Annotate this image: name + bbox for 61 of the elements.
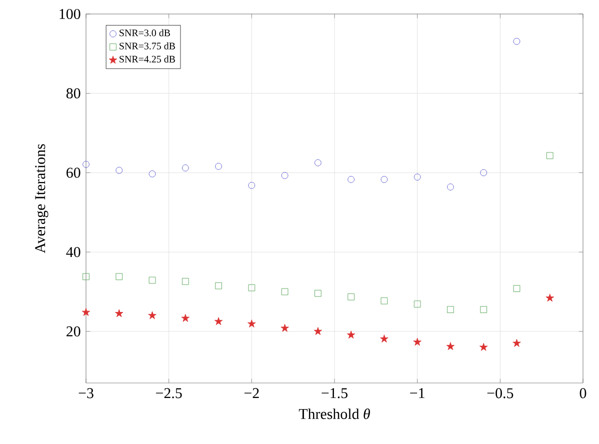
legend-label: SNR=3.75 dB [120,42,176,50]
x-axis-title: Threshold θ [298,408,370,420]
point [479,342,488,351]
point [413,338,422,346]
y-tick-label: 20 [66,326,80,336]
x-tick-label: −1.5 [322,388,348,398]
x-tick-label: −0.5 [487,388,514,398]
point [82,308,90,316]
point [513,38,520,45]
point [281,288,288,296]
point [214,317,223,326]
point [480,169,487,176]
point [314,159,322,166]
point [512,338,521,347]
point [248,182,256,189]
point [314,290,322,297]
x-tick-label: −2.5 [156,388,182,398]
point [115,309,124,318]
point [148,276,156,284]
x-tick-label: −3 [78,388,94,398]
point [215,162,222,170]
point [447,306,454,313]
point [116,166,123,174]
point [513,285,520,292]
point [248,284,256,292]
point [148,311,156,320]
point [182,278,189,285]
point [348,294,354,300]
point [281,172,288,179]
point [215,282,222,290]
point [82,160,90,168]
y-tick-label: 100 [60,8,80,20]
point [480,306,487,313]
point [82,273,90,280]
point [148,170,156,178]
legend-label: SNR=3.0 dB [120,29,170,36]
point [181,314,190,322]
point [348,176,354,183]
point [446,342,455,350]
y-tick-label: 80 [66,88,80,98]
x-tick-label: −2 [244,388,259,398]
point [314,327,322,335]
legend-label: SNR=4.25 dB [120,56,176,63]
point [414,300,421,308]
point [447,184,454,190]
y-tick-label: 40 [66,247,80,258]
point [380,334,388,342]
point [116,273,123,280]
point [346,330,356,339]
point [546,294,554,302]
y-tick-label: 60 [66,168,80,178]
point [380,297,388,304]
point [182,164,189,172]
point [248,320,256,328]
x-tick-label: −1 [410,388,424,398]
point [414,174,421,180]
x-tick-label: 0 [580,388,586,398]
point [380,176,388,183]
point [280,324,289,332]
y-axis-title: Average Iterations [35,144,48,254]
point [546,152,554,160]
